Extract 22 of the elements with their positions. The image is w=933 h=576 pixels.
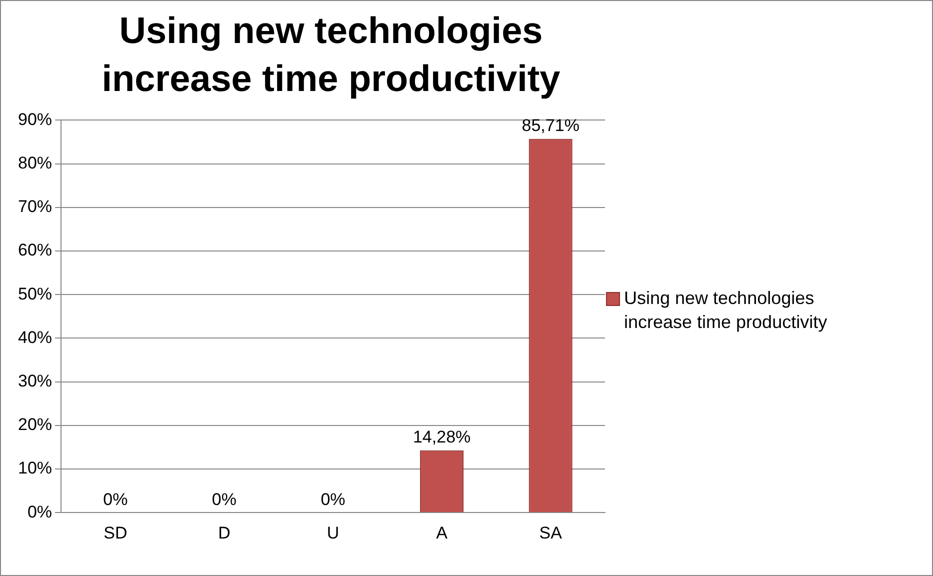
y-tick-label: 40% [18, 328, 52, 347]
y-tick-label: 10% [18, 458, 52, 478]
y-tick-label: 20% [18, 415, 52, 434]
x-tick-label: SA [539, 523, 563, 542]
y-tick-label: 30% [18, 371, 52, 390]
chart-title: Using new technologies increase time productivity [100, 9, 562, 101]
data-label: 0% [103, 490, 128, 509]
y-tick-label: 70% [18, 197, 52, 216]
x-tick-label: A [436, 523, 448, 542]
data-label: 14,28% [412, 428, 471, 447]
y-tick-label: 60% [18, 240, 52, 260]
x-tick-label: SD [104, 523, 128, 542]
y-tick-label: 0% [27, 502, 52, 522]
data-label: 85,71% [522, 116, 580, 136]
y-tick-label: 90% [18, 110, 52, 129]
x-tick-label: D [218, 523, 230, 542]
y-tick-label: 80% [18, 153, 52, 172]
y-tick-label: 50% [18, 284, 52, 304]
x-tick-label: U [326, 523, 340, 542]
data-label: 0% [212, 490, 237, 509]
legend-label: Using new technologies increase time productivity [624, 287, 828, 334]
data-label: 0% [320, 490, 346, 509]
